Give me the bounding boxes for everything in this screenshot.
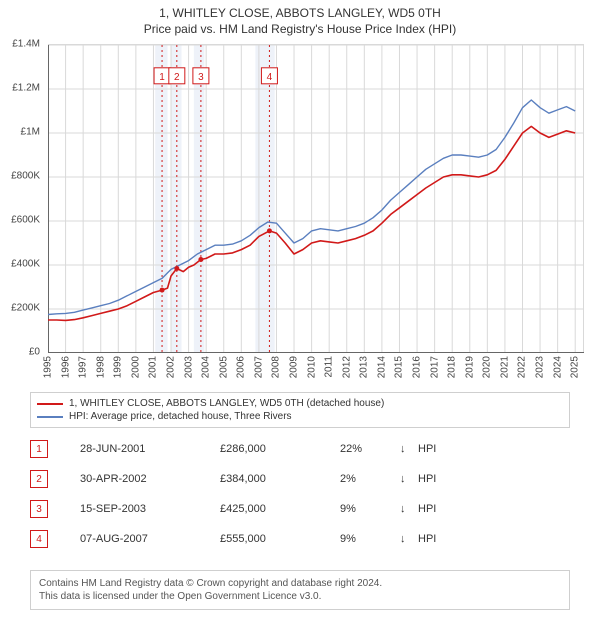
x-tick-label: 2011 bbox=[324, 356, 335, 378]
x-tick-label: 2007 bbox=[253, 356, 264, 378]
x-tick-label: 1998 bbox=[95, 356, 106, 378]
legend-swatch bbox=[37, 403, 63, 405]
x-tick-label: 2002 bbox=[166, 356, 177, 378]
marker-date: 30-APR-2002 bbox=[80, 473, 220, 485]
marker-table-row: 3 15-SEP-2003£425,0009%↓HPI bbox=[30, 494, 570, 524]
x-tick-label: 2016 bbox=[412, 356, 423, 378]
x-tick-label: 2005 bbox=[218, 356, 229, 378]
marker-hpi-label: HPI bbox=[418, 473, 436, 485]
marker-price: £555,000 bbox=[220, 533, 340, 545]
marker-hpi-label: HPI bbox=[418, 503, 436, 515]
marker-pct: 9% bbox=[340, 503, 400, 515]
marker-date: 07-AUG-2007 bbox=[80, 533, 220, 545]
x-tick-label: 1997 bbox=[78, 356, 89, 378]
marker-pct: 9% bbox=[340, 533, 400, 545]
x-tick-label: 2024 bbox=[552, 356, 563, 378]
x-tick-label: 2009 bbox=[289, 356, 300, 378]
x-tick-label: 1996 bbox=[60, 356, 71, 378]
legend-label: HPI: Average price, detached house, Thre… bbox=[69, 411, 292, 422]
marker-table-row: 4 07-AUG-2007£555,0009%↓HPI bbox=[30, 524, 570, 554]
legend-label: 1, WHITLEY CLOSE, ABBOTS LANGLEY, WD5 0T… bbox=[69, 398, 384, 409]
y-axis: £0£200K£400K£600K£800K£1M£1.2M£1.4M bbox=[0, 44, 44, 352]
y-tick-label: £1.4M bbox=[12, 39, 40, 50]
marker-table-row: 2 30-APR-2002£384,0002%↓HPI bbox=[30, 464, 570, 494]
marker-price: £286,000 bbox=[220, 443, 340, 455]
svg-text:3: 3 bbox=[198, 72, 204, 83]
y-tick-label: £800K bbox=[11, 171, 40, 182]
x-tick-label: 2010 bbox=[306, 356, 317, 378]
x-tick-label: 2012 bbox=[341, 356, 352, 378]
x-tick-label: 2025 bbox=[570, 356, 581, 378]
chart-svg: 12 3 4 bbox=[48, 45, 584, 353]
chart-container: 1, WHITLEY CLOSE, ABBOTS LANGLEY, WD5 0T… bbox=[0, 0, 600, 620]
down-arrow-icon: ↓ bbox=[400, 533, 418, 545]
x-tick-label: 2003 bbox=[183, 356, 194, 378]
footer-line1: Contains HM Land Registry data © Crown c… bbox=[39, 577, 561, 590]
footer-attribution: Contains HM Land Registry data © Crown c… bbox=[30, 570, 570, 610]
legend-swatch bbox=[37, 416, 63, 418]
y-tick-label: £200K bbox=[11, 303, 40, 314]
x-axis: 1995199619971998199920002001200220032004… bbox=[48, 354, 584, 390]
svg-text:1: 1 bbox=[159, 72, 165, 83]
down-arrow-icon: ↓ bbox=[400, 473, 418, 485]
marker-date: 15-SEP-2003 bbox=[80, 503, 220, 515]
marker-hpi-label: HPI bbox=[418, 443, 436, 455]
marker-hpi-label: HPI bbox=[418, 533, 436, 545]
chart-title-line2: Price paid vs. HM Land Registry's House … bbox=[0, 22, 600, 36]
x-tick-label: 1995 bbox=[43, 356, 54, 378]
marker-number-box: 2 bbox=[30, 470, 48, 488]
svg-text:4: 4 bbox=[267, 72, 273, 83]
legend: 1, WHITLEY CLOSE, ABBOTS LANGLEY, WD5 0T… bbox=[30, 392, 570, 428]
y-tick-label: £1M bbox=[21, 127, 40, 138]
y-tick-label: £0 bbox=[29, 347, 40, 358]
x-tick-label: 2000 bbox=[130, 356, 141, 378]
marker-number-box: 4 bbox=[30, 530, 48, 548]
marker-price: £425,000 bbox=[220, 503, 340, 515]
x-tick-label: 2021 bbox=[499, 356, 510, 378]
marker-table: 128-JUN-2001£286,00022%↓HPI230-APR-2002£… bbox=[30, 434, 570, 554]
marker-number-box: 3 bbox=[30, 500, 48, 518]
x-tick-label: 2018 bbox=[447, 356, 458, 378]
legend-row: HPI: Average price, detached house, Thre… bbox=[37, 410, 563, 423]
x-tick-label: 2019 bbox=[464, 356, 475, 378]
marker-number-box: 1 bbox=[30, 440, 48, 458]
marker-date: 28-JUN-2001 bbox=[80, 443, 220, 455]
marker-pct: 22% bbox=[340, 443, 400, 455]
x-tick-label: 2006 bbox=[236, 356, 247, 378]
plot-area: 12 3 4 bbox=[48, 44, 584, 352]
x-tick-label: 2008 bbox=[271, 356, 282, 378]
down-arrow-icon: ↓ bbox=[400, 443, 418, 455]
x-tick-label: 2022 bbox=[517, 356, 528, 378]
x-tick-label: 2023 bbox=[535, 356, 546, 378]
marker-table-row: 1 28-JUN-2001£286,00022%↓HPI bbox=[30, 434, 570, 464]
marker-price: £384,000 bbox=[220, 473, 340, 485]
x-tick-label: 2017 bbox=[429, 356, 440, 378]
down-arrow-icon: ↓ bbox=[400, 503, 418, 515]
x-tick-label: 2013 bbox=[359, 356, 370, 378]
legend-row: 1, WHITLEY CLOSE, ABBOTS LANGLEY, WD5 0T… bbox=[37, 397, 563, 410]
y-tick-label: £1.2M bbox=[12, 83, 40, 94]
y-tick-label: £600K bbox=[11, 215, 40, 226]
y-tick-label: £400K bbox=[11, 259, 40, 270]
x-tick-label: 2001 bbox=[148, 356, 159, 378]
x-tick-label: 2014 bbox=[376, 356, 387, 378]
x-tick-label: 2015 bbox=[394, 356, 405, 378]
x-tick-label: 1999 bbox=[113, 356, 124, 378]
marker-pct: 2% bbox=[340, 473, 400, 485]
svg-text:2: 2 bbox=[174, 72, 180, 83]
chart-title-line1: 1, WHITLEY CLOSE, ABBOTS LANGLEY, WD5 0T… bbox=[0, 6, 600, 20]
footer-line2: This data is licensed under the Open Gov… bbox=[39, 590, 561, 603]
x-tick-label: 2020 bbox=[482, 356, 493, 378]
x-tick-label: 2004 bbox=[201, 356, 212, 378]
